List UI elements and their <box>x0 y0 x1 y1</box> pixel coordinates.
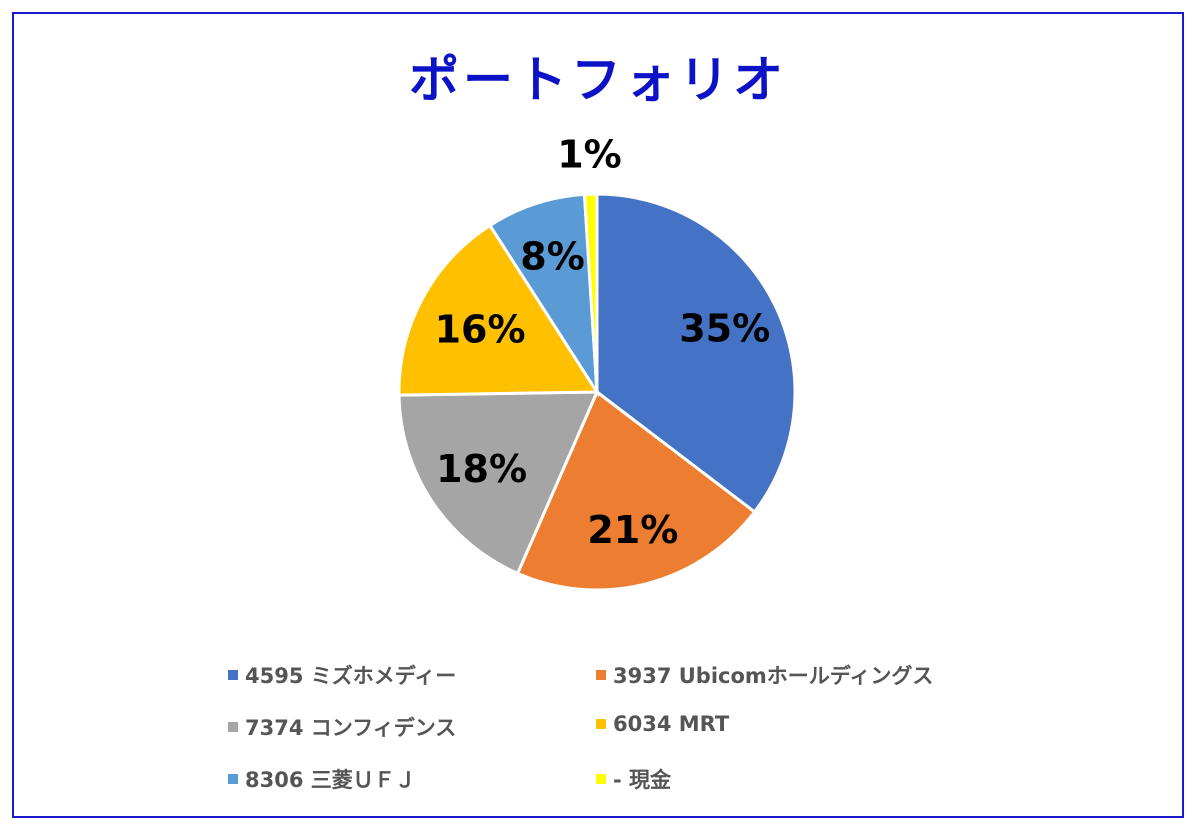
slice-data-label: 35% <box>679 307 770 351</box>
legend-swatch <box>228 670 238 680</box>
legend-swatch <box>596 670 606 680</box>
pie-slice <box>582 192 599 393</box>
slice-data-label: 18% <box>436 447 527 491</box>
legend-swatch <box>228 722 238 732</box>
legend-entry: 6034 MRT <box>596 712 729 736</box>
legend-entry: 3937 Ubicomホールディングス <box>596 660 933 690</box>
pie-slice <box>595 192 797 515</box>
legend-entry: 4595 ミズホメディー <box>228 660 456 690</box>
legend-swatch <box>596 774 606 784</box>
legend-label: 4595 ミズホメディー <box>245 664 457 688</box>
legend-swatch <box>228 774 238 784</box>
pie-slice <box>397 223 600 397</box>
legend-entry: - 現金 <box>596 764 671 794</box>
legend-label: - 現金 <box>613 768 672 792</box>
legend-entry: 7374 コンフィデンス <box>228 712 456 742</box>
slice-data-label: 21% <box>587 508 678 552</box>
legend-swatch <box>596 719 606 729</box>
pie-slice <box>487 192 599 398</box>
legend-entry: 8306 三菱ＵＦＪ <box>228 764 416 794</box>
legend-label: 8306 三菱ＵＦＪ <box>245 768 416 792</box>
slice-data-label: 16% <box>435 307 526 351</box>
slice-data-label: 8% <box>520 235 585 279</box>
legend-label: 7374 コンフィデンス <box>245 716 457 740</box>
chart-title: ポートフォリオ <box>409 51 787 109</box>
pie-slice <box>397 390 600 576</box>
legend-label: 6034 MRT <box>613 712 730 736</box>
slice-data-label: 1% <box>557 133 622 177</box>
legend-label: 3937 Ubicomホールディングス <box>613 664 934 688</box>
